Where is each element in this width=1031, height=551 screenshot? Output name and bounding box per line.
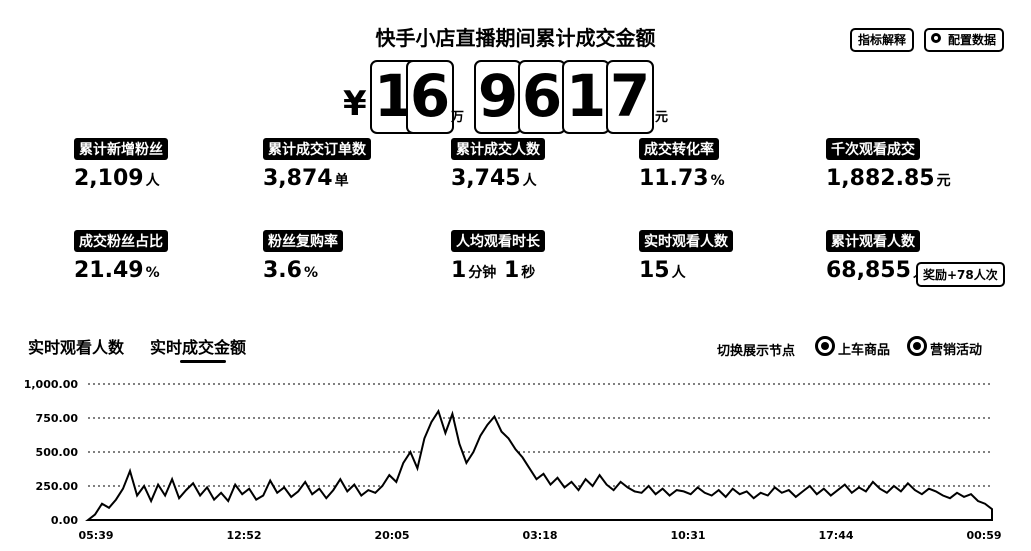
- metric-value-live-viewers: 15 人: [639, 258, 686, 283]
- metric-label-new-fans: 累计新增粉丝: [74, 138, 168, 160]
- metric-label-avg-watch: 人均观看时长: [451, 230, 545, 252]
- x-tick-label: 12:52: [226, 529, 261, 542]
- config-data-button[interactable]: 配置数据: [924, 28, 1005, 52]
- metric-label-repurchase: 粉丝复购率: [263, 230, 343, 252]
- gmv-area: [85, 408, 993, 521]
- wan-unit: 万: [451, 110, 465, 125]
- metric-value-repurchase: 3.6%: [263, 258, 319, 283]
- x-tick-label: 20:05: [374, 529, 409, 542]
- metric-explain-button[interactable]: 指标解释: [850, 28, 915, 52]
- metric-label-orders: 累计成交订单数: [263, 138, 371, 160]
- metric-value-fan-share: 21.49%: [74, 258, 160, 283]
- y-tick-label: 0.00: [51, 514, 78, 527]
- radio-marketing-label[interactable]: 营销活动: [930, 343, 983, 358]
- radio-products-label[interactable]: 上车商品: [838, 343, 891, 358]
- x-tick-label: 17:44: [818, 529, 853, 542]
- total-digit: 6: [518, 60, 566, 134]
- total-digit: 7: [606, 60, 654, 134]
- metric-value-buyers: 3,745 人: [451, 166, 537, 191]
- gear-icon: [931, 33, 941, 43]
- total-digit: 9: [474, 60, 522, 134]
- active-tab-indicator: [180, 360, 226, 363]
- metric-label-buyers: 累计成交人数: [451, 138, 545, 160]
- reward-badge[interactable]: 奖励+78人次: [916, 262, 1005, 287]
- page-title: 快手小店直播期间累计成交金额: [375, 26, 656, 50]
- gmv-chart: 0.00 250.00 500.00 750.00 1,000.00 05:39 12:5…: [24, 378, 1002, 542]
- radio-products[interactable]: [815, 336, 835, 356]
- metric-value-gpm: 1,882.85 元: [826, 166, 951, 191]
- switch-node-label: 切换展示节点: [717, 344, 796, 359]
- tab-live-viewers[interactable]: 实时观看人数: [28, 338, 125, 357]
- config-data-label: 配置数据: [948, 33, 997, 47]
- x-tick-label: 10:31: [670, 529, 705, 542]
- metric-value-conversion: 11.73%: [639, 166, 725, 191]
- yuan-unit: 元: [655, 110, 669, 125]
- metric-value-orders: 3,874 单: [263, 166, 349, 191]
- y-tick-label: 750.00: [36, 412, 79, 425]
- metric-label-gpm: 千次观看成交: [826, 138, 920, 160]
- total-digit: 1: [562, 60, 610, 134]
- radio-marketing[interactable]: [907, 336, 927, 356]
- x-tick-label: 05:39: [78, 529, 113, 542]
- x-tick-label: 03:18: [522, 529, 557, 542]
- metric-label-fan-share: 成交粉丝占比: [74, 230, 168, 252]
- y-tick-label: 250.00: [36, 480, 79, 493]
- metric-label-total-viewers: 累计观看人数: [826, 230, 920, 252]
- y-tick-label: 1,000.00: [24, 378, 79, 391]
- total-digit: 6: [406, 60, 454, 134]
- x-tick-label: 00:59: [966, 529, 1001, 542]
- tab-live-gmv[interactable]: 实时成交金额: [150, 338, 247, 357]
- metric-value-new-fans: 2,109 人: [74, 166, 160, 191]
- metric-label-live-viewers: 实时观看人数: [639, 230, 733, 252]
- y-tick-label: 500.00: [36, 446, 79, 459]
- metric-label-conversion: 成交转化率: [639, 138, 719, 160]
- currency-symbol: ¥: [343, 84, 367, 124]
- metric-value-total-viewers: 68,855人: [826, 258, 927, 283]
